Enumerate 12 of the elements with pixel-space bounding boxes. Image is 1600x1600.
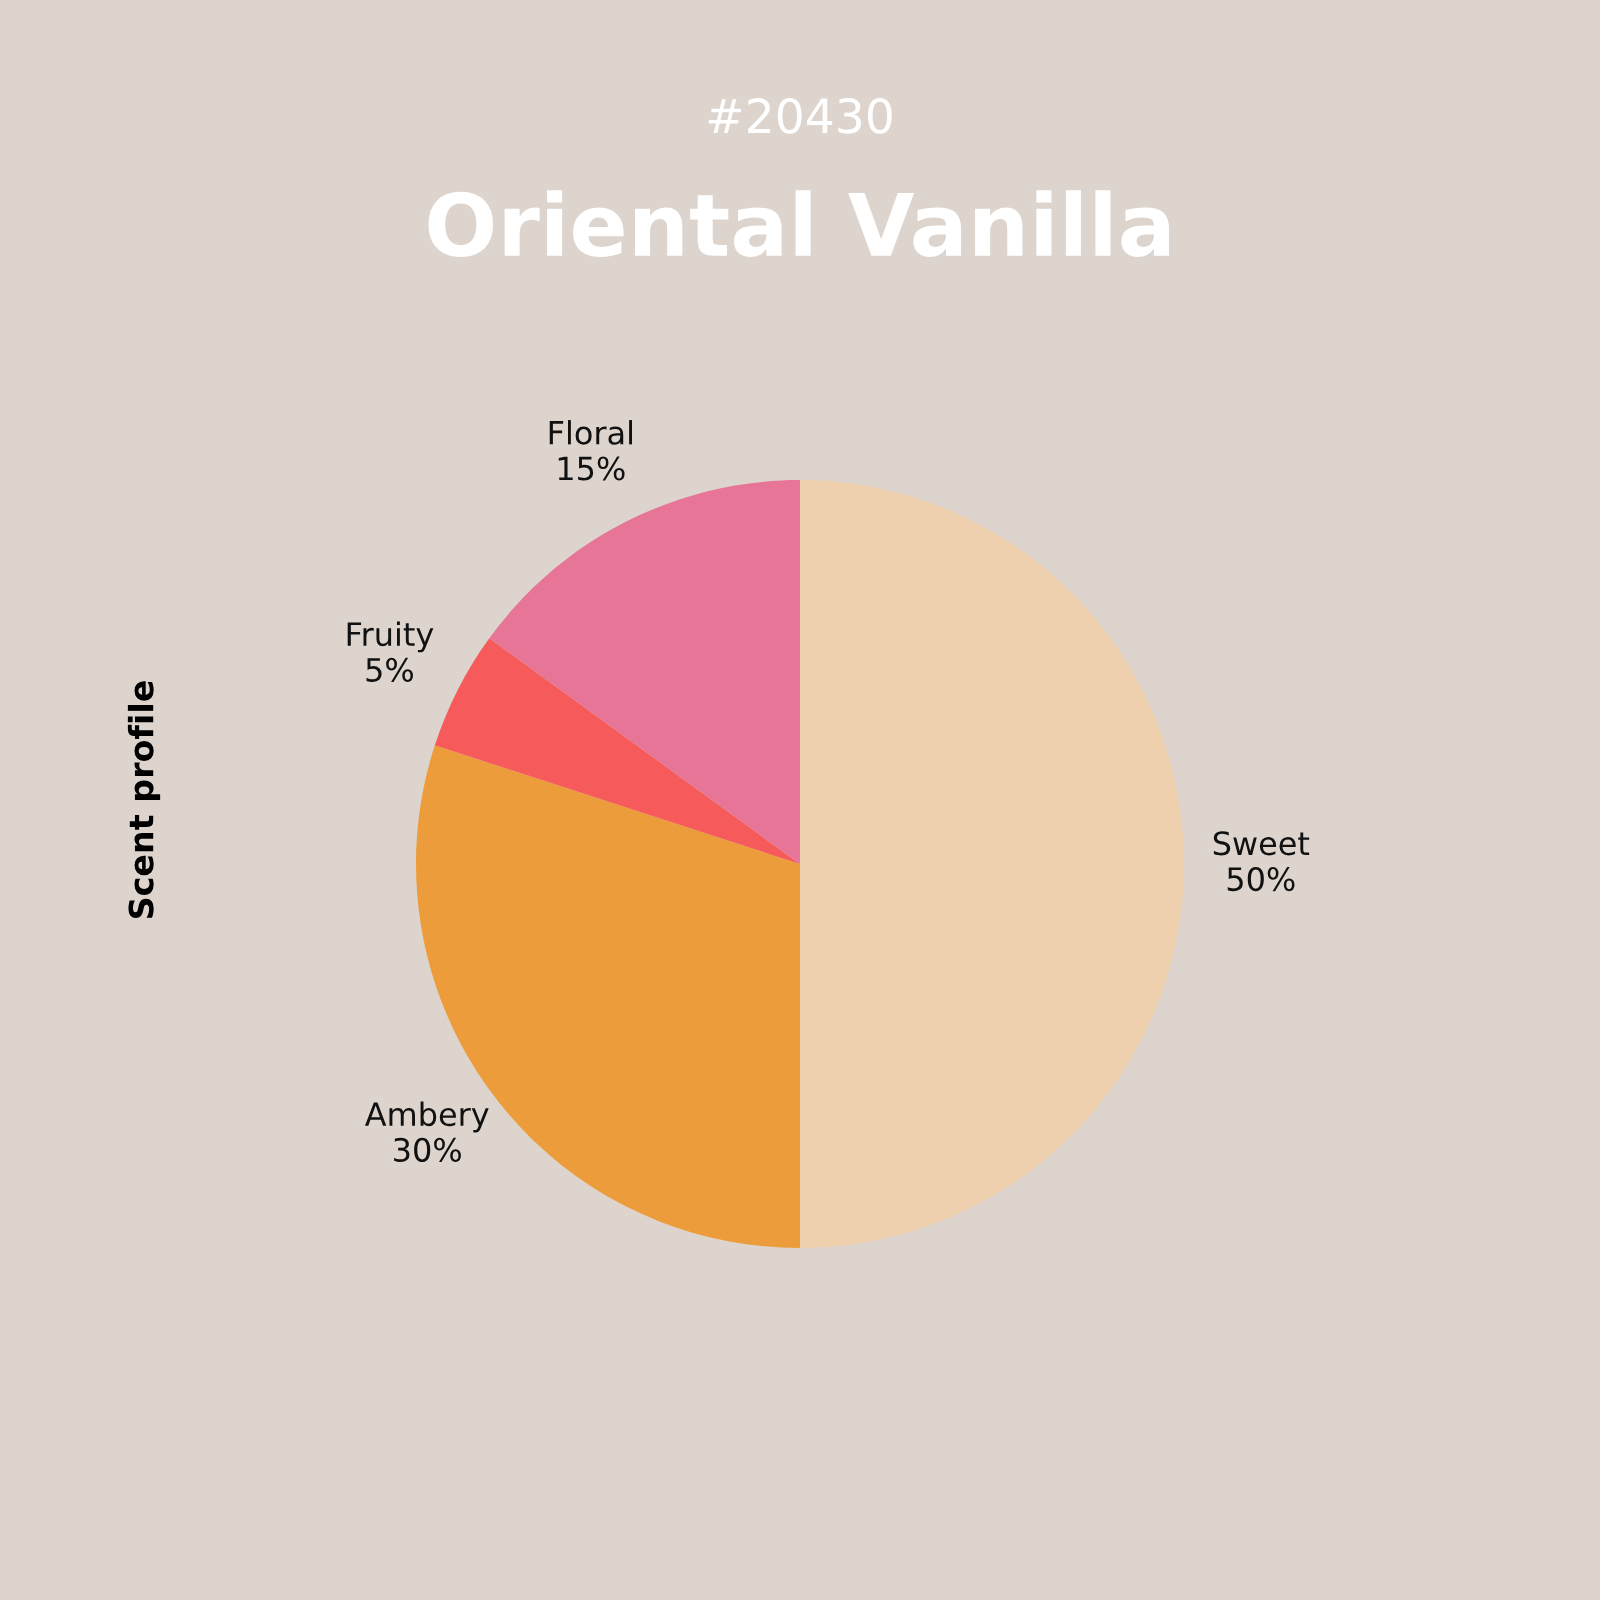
slice-label: Ambery <box>364 1101 489 1133</box>
text: Scent profile <box>127 681 161 919</box>
pie-slice <box>800 480 1184 1248</box>
slice-label: Floral <box>549 420 632 445</box>
slice-label: Sweet <box>1213 831 1310 856</box>
data-label: 50% <box>1227 866 1295 892</box>
data-label: 5% <box>366 657 413 682</box>
data-label: 15% <box>558 456 625 481</box>
pie-slice <box>489 480 800 864</box>
pie-slice <box>434 638 800 864</box>
data-label: 30% <box>394 1137 461 1163</box>
slice-label: Fruity <box>347 621 434 653</box>
